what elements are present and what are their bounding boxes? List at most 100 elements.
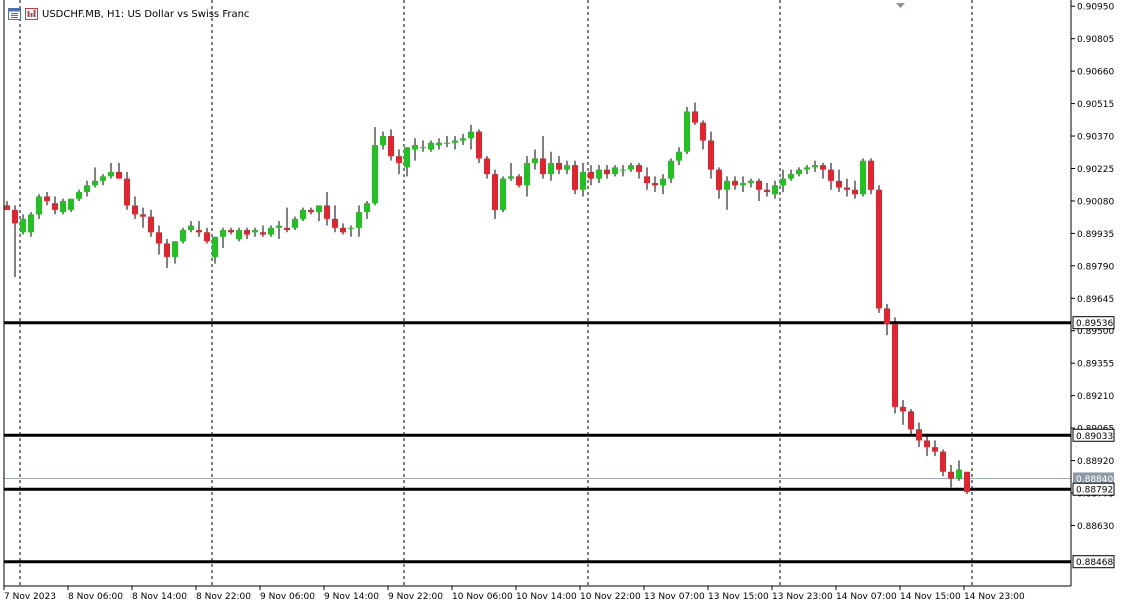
candle-57 (460, 133, 466, 145)
level-labels: 0.88840 0.89536 0.89033 0.88792 0.88468 (1072, 316, 1115, 569)
candle-body (652, 183, 658, 186)
bid-price-label: 0.88840 (1073, 472, 1114, 485)
candle-body (292, 218, 298, 228)
candle-11 (92, 167, 98, 188)
candle-body (636, 165, 642, 172)
chart-bars-icon[interactable] (25, 8, 38, 20)
candle-body (860, 160, 866, 195)
candle-body (188, 225, 194, 231)
level-label-bg (1072, 482, 1115, 496)
candle-body (108, 171, 114, 177)
candle-12 (100, 174, 106, 186)
candle-43 (348, 225, 354, 237)
candle-body (500, 178, 506, 210)
candle-31 (252, 227, 258, 237)
candle-body (212, 236, 218, 257)
candle-body (116, 171, 122, 179)
candle-14 (116, 162, 122, 179)
candle-body (404, 147, 410, 168)
candle-52 (420, 140, 426, 152)
time-tick-label: 8 Nov 14:00 (132, 592, 187, 602)
candle-body (84, 185, 90, 192)
candle-body (708, 140, 714, 170)
candle-body (60, 200, 66, 213)
candle-body (164, 243, 170, 257)
candle-114 (916, 422, 922, 448)
candle-23 (188, 221, 194, 233)
candle-body (372, 144, 378, 204)
candle-body (956, 469, 962, 479)
time-tick-label: 14 Nov 07:00 (836, 592, 897, 602)
candle-body (396, 156, 402, 163)
level-label-text: 0.88792 (1076, 486, 1113, 496)
candle-118 (948, 465, 954, 488)
candle-42 (340, 223, 346, 235)
time-tick-label: 10 Nov 14:00 (516, 592, 577, 602)
vertical-grid (19, 0, 973, 586)
candle-74 (596, 165, 602, 184)
candle-20 (164, 238, 170, 269)
candle-body (612, 167, 618, 175)
candle-body (300, 209, 306, 219)
price-tick-label: 0.90515 (1077, 100, 1114, 110)
candle-61 (492, 169, 498, 219)
candle-body (180, 230, 186, 242)
candle-40 (324, 191, 330, 226)
candle-119 (956, 460, 962, 481)
candle-2 (20, 214, 26, 235)
candle-body (900, 406, 906, 412)
candle-72 (580, 162, 586, 197)
price-tick-label: 0.90370 (1077, 133, 1114, 143)
candle-55 (444, 136, 450, 148)
candle-107 (860, 158, 866, 197)
candle-65 (524, 156, 530, 197)
candle-117 (940, 449, 946, 477)
candle-body (748, 180, 754, 184)
candle-body (892, 324, 898, 407)
candle-7 (60, 198, 66, 215)
candle-body (884, 308, 890, 325)
bid-label-bg (1073, 472, 1114, 485)
time-tick-label: 9 Nov 22:00 (388, 592, 443, 602)
candle-body (676, 151, 682, 161)
level-label-text: 0.89536 (1076, 319, 1113, 329)
candle-112 (900, 400, 906, 425)
level-label-text: 0.89033 (1076, 432, 1113, 442)
candle-79 (636, 162, 642, 179)
candle-body (380, 136, 386, 145)
candle-101 (812, 160, 818, 172)
candle-body (172, 241, 178, 257)
candle-35 (284, 207, 290, 233)
candle-45 (364, 200, 370, 219)
candle-41 (332, 205, 338, 233)
candle-body (444, 142, 450, 144)
candle-body (572, 165, 578, 190)
candles (4, 102, 970, 495)
chart-grid-icon[interactable] (8, 8, 21, 20)
candle-36 (292, 216, 298, 231)
shift-marker-icon[interactable] (896, 3, 905, 8)
candle-48 (388, 129, 394, 161)
candle-87 (700, 120, 706, 150)
candle-70 (564, 160, 570, 175)
candle-body (324, 205, 330, 219)
candle-body (436, 142, 442, 145)
candle-59 (476, 129, 482, 163)
candle-body (252, 230, 258, 233)
candle-body (260, 232, 266, 235)
candle-body (452, 140, 458, 143)
candle-67 (540, 136, 546, 179)
candle-29 (236, 227, 242, 242)
candle-body (140, 214, 146, 217)
price-tick-label: 0.88630 (1077, 522, 1114, 532)
candle-body (724, 180, 730, 190)
candle-85 (684, 106, 690, 154)
price-tick-label: 0.89790 (1077, 262, 1114, 272)
price-tick-label: 0.90080 (1077, 197, 1114, 207)
candle-76 (612, 165, 618, 177)
candle-body (12, 209, 18, 224)
candle-body (100, 176, 106, 181)
time-axis: 7 Nov 2023 8 Nov 06:00 8 Nov 14:00 8 Nov 22… (3, 586, 1025, 602)
